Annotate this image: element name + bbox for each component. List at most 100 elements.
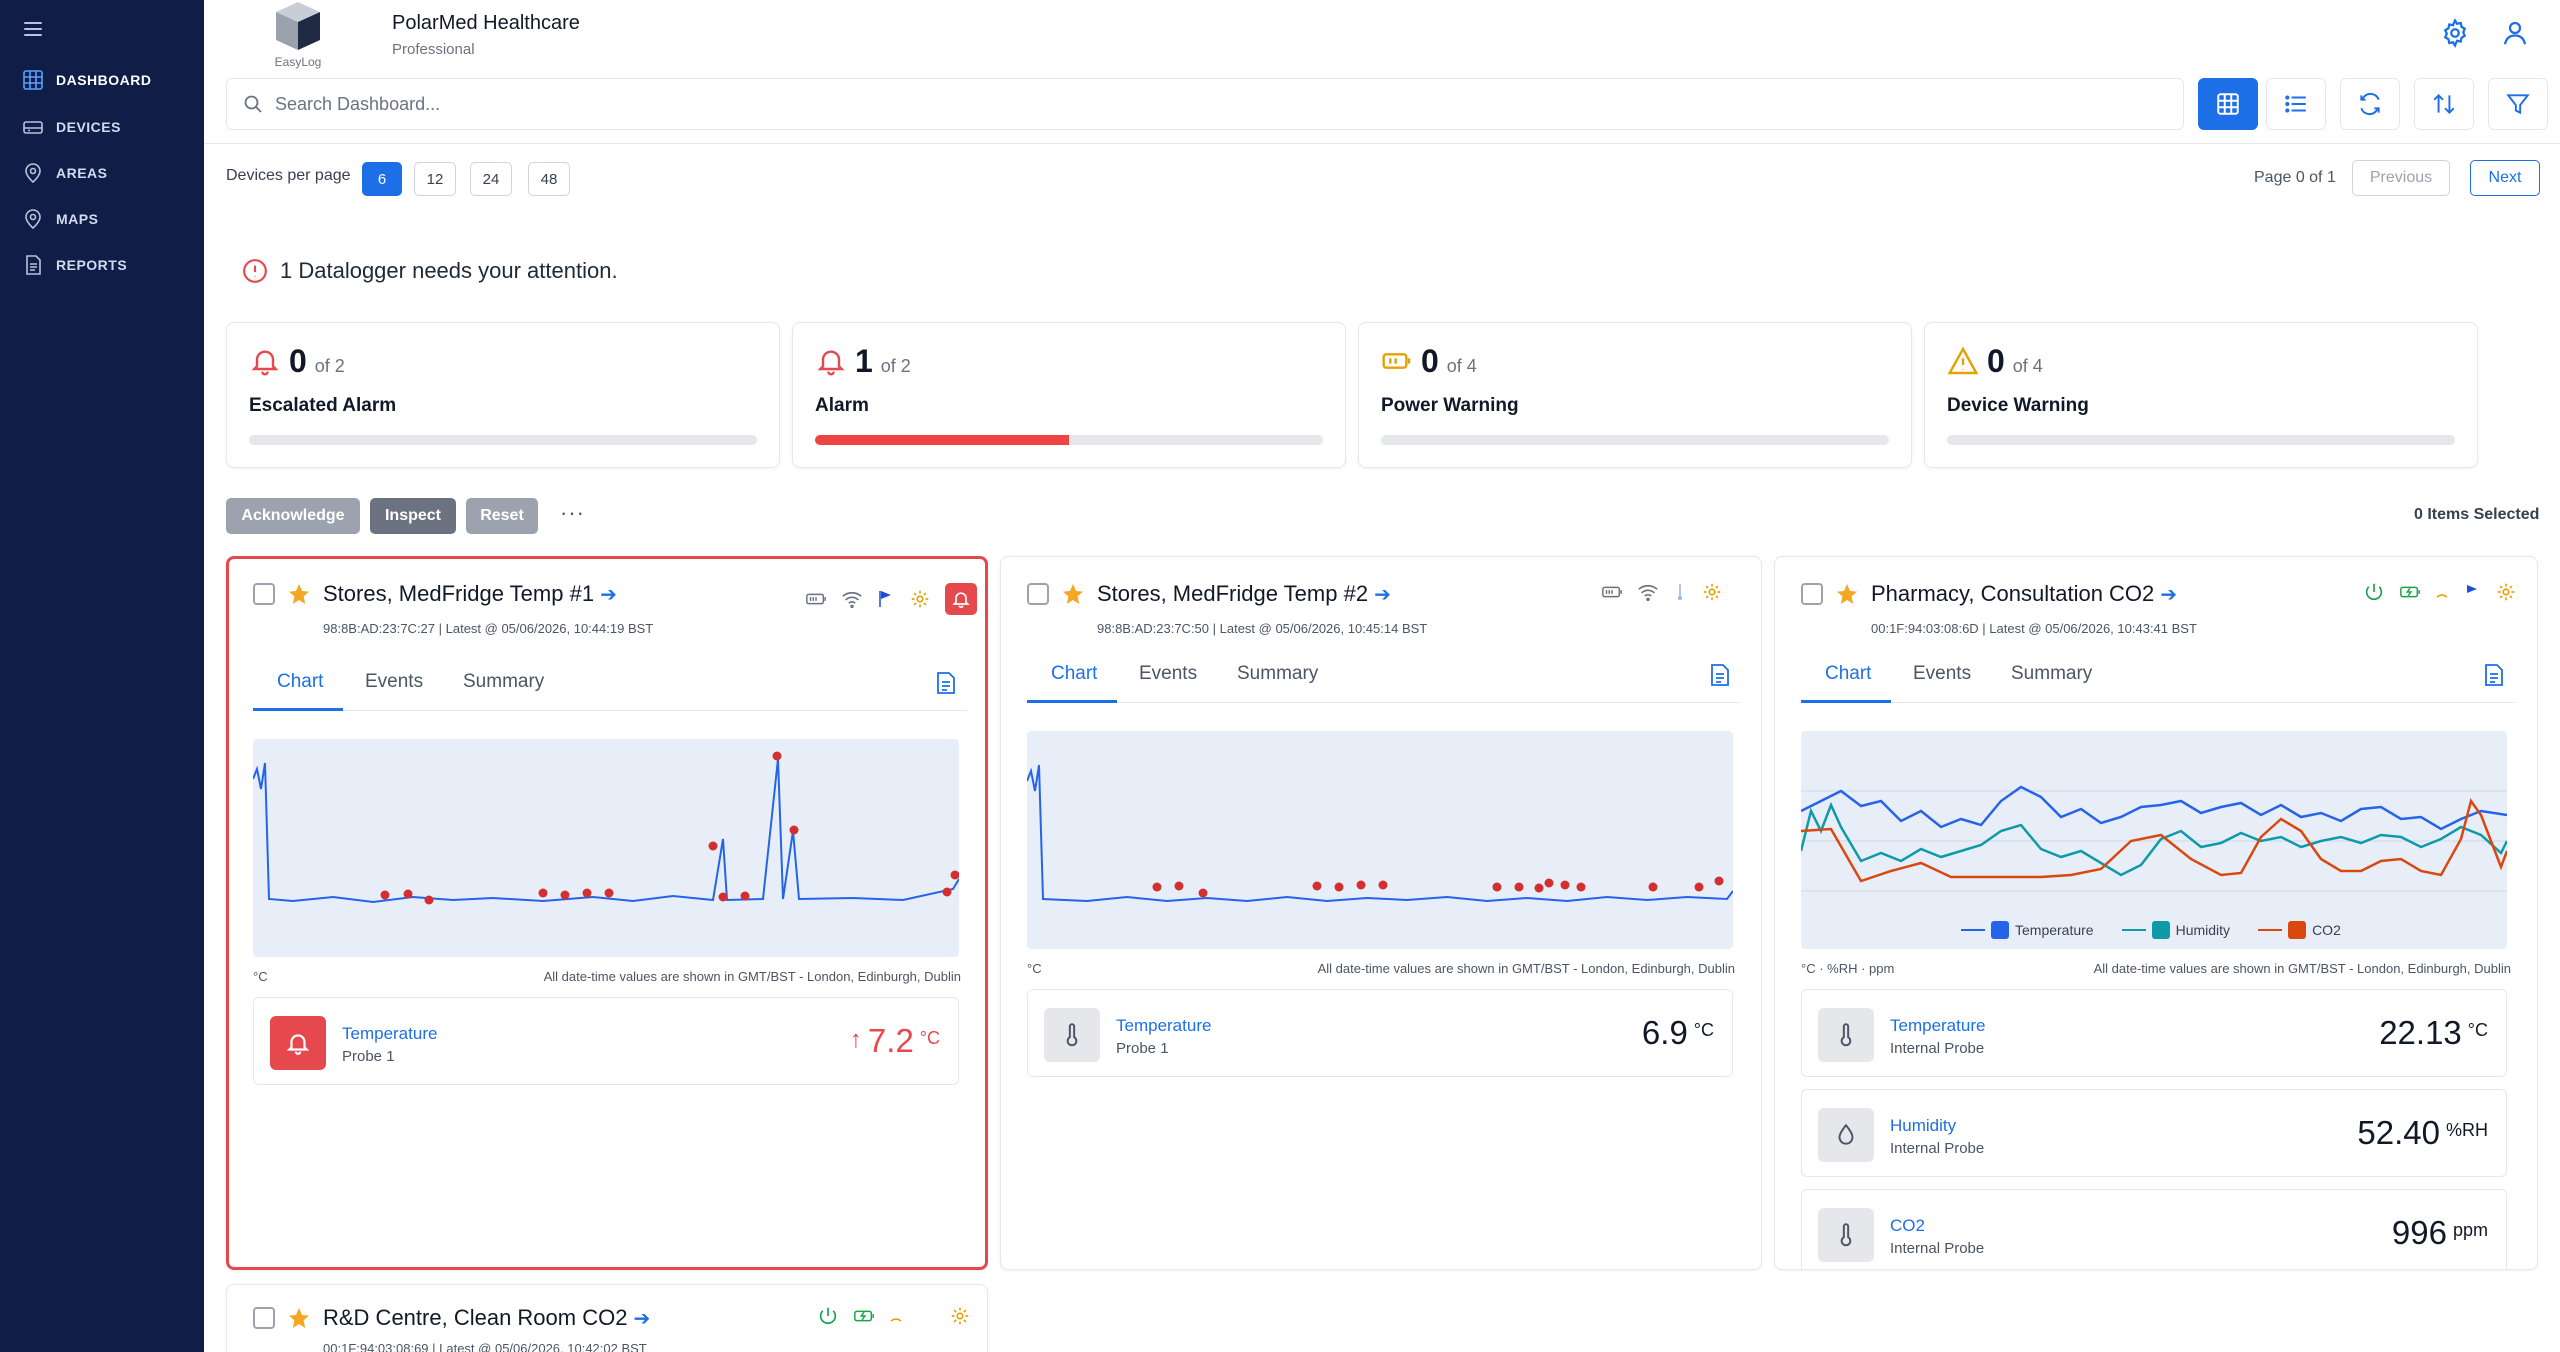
report-document-icon[interactable] [2483, 663, 2505, 687]
alarm-point [1694, 882, 1704, 892]
select-checkbox[interactable] [253, 583, 275, 605]
alarm-bell-badge[interactable] [945, 583, 977, 615]
status-icons [2363, 581, 2517, 603]
devices-per-page-label: Devices per page [226, 167, 351, 184]
reading-name[interactable]: CO2 [1890, 1216, 1925, 1235]
sidebar-item-areas[interactable]: AREAS [22, 158, 108, 188]
star-icon[interactable] [1061, 582, 1085, 606]
warning-triangle-icon [1947, 346, 1979, 375]
per-page-option-24[interactable]: 24 [470, 162, 512, 196]
reading-icon-badge [1044, 1008, 1100, 1062]
wifi-icon [842, 591, 862, 609]
stat-card-alarm[interactable]: 1 of 2 Alarm [792, 322, 1346, 468]
acknowledge-button[interactable]: Acknowledge [226, 498, 360, 534]
reading-value: ↑ 7.2 °C [850, 1022, 940, 1060]
search-input[interactable] [275, 93, 2075, 115]
legend-item-temperature[interactable]: Temperature [1961, 921, 2094, 939]
main-content: EasyLog PolarMed Healthcare Professional… [204, 0, 2560, 1352]
grid-icon [23, 70, 43, 90]
select-checkbox[interactable] [253, 1307, 275, 1329]
star-icon[interactable] [287, 1306, 311, 1330]
reading-row[interactable]: Temperature Probe 1 6.9 °C [1027, 989, 1733, 1077]
alarm-point [1534, 883, 1544, 893]
list-view-button[interactable] [2266, 78, 2326, 130]
more-actions-button[interactable]: ··· [560, 500, 585, 525]
page-info: Page 0 of 1 [2254, 169, 2336, 186]
hamburger-menu-icon[interactable] [24, 22, 42, 36]
sidebar-item-devices[interactable]: DEVICES [22, 112, 121, 142]
tab-chart[interactable]: Chart [1825, 663, 1872, 684]
thermometer-icon [1840, 1223, 1852, 1247]
alarm-point [560, 890, 570, 900]
per-page-option-12[interactable]: 12 [414, 162, 456, 196]
alarm-point [604, 888, 614, 898]
reading-row[interactable]: Temperature Internal Probe 22.13 °C [1801, 989, 2507, 1077]
legend-item-humidity[interactable]: Humidity [2121, 921, 2230, 939]
reading-row[interactable]: Temperature Probe 1 ↑ 7.2 °C [253, 997, 959, 1085]
refresh-button[interactable] [2340, 78, 2400, 130]
previous-page-button[interactable]: Previous [2352, 160, 2450, 196]
tab-chart[interactable]: Chart [277, 671, 324, 692]
timezone-note: All date-time values are shown in GMT/BS… [543, 969, 961, 984]
inspect-button[interactable]: Inspect [370, 498, 456, 534]
sidebar-item-reports[interactable]: REPORTS [22, 250, 127, 280]
select-checkbox[interactable] [1801, 583, 1823, 605]
grid-view-icon [2217, 93, 2239, 115]
settings-gear-icon[interactable] [2440, 18, 2470, 48]
tab-chart[interactable]: Chart [1051, 663, 1098, 684]
per-page-option-6[interactable]: 6 [362, 162, 402, 196]
reading-name[interactable]: Temperature [1116, 1016, 1212, 1035]
device-title[interactable]: Pharmacy, Consultation CO2 ➔ [1871, 581, 2177, 607]
tab-events[interactable]: Events [1139, 663, 1198, 684]
chart-unit: °C · %RH · ppm [1801, 961, 1895, 976]
device-title[interactable]: Stores, MedFridge Temp #1 ➔ [323, 581, 617, 607]
tab-summary[interactable]: Summary [463, 671, 545, 692]
reading-name[interactable]: Temperature [342, 1024, 438, 1043]
sidebar-item-dashboard[interactable]: DASHBOARD [22, 65, 152, 95]
reading-name[interactable]: Temperature [1890, 1016, 1986, 1035]
alarm-point [1198, 888, 1208, 898]
tab-events[interactable]: Events [365, 671, 424, 692]
sidebar-item-label: DEVICES [56, 119, 121, 135]
tab-summary[interactable]: Summary [1237, 663, 1319, 684]
sort-button[interactable] [2414, 78, 2474, 130]
tab-events[interactable]: Events [1913, 663, 1972, 684]
device-title[interactable]: Stores, MedFridge Temp #2 ➔ [1097, 581, 1391, 607]
arrow-up-icon: ↑ [849, 1026, 862, 1053]
reading-unit: °C [919, 1028, 940, 1048]
select-checkbox[interactable] [1027, 583, 1049, 605]
reading-name[interactable]: Humidity [1890, 1116, 1957, 1135]
user-profile-icon[interactable] [2500, 18, 2530, 48]
temperature-chart[interactable] [253, 739, 959, 957]
device-card[interactable]: Stores, MedFridge Temp #1 ➔ 98:8B:AD:23:7… [226, 556, 988, 1270]
report-document-icon[interactable] [1709, 663, 1731, 687]
active-tab-indicator [1027, 700, 1117, 703]
device-card[interactable]: Stores, MedFridge Temp #2 ➔ 98:8B:AD:23:7… [1000, 556, 1762, 1270]
stat-card-device-warning[interactable]: 0 of 4 Device Warning [1924, 322, 2478, 468]
stat-card-power-warning[interactable]: 0 of 4 Power Warning [1358, 322, 1912, 468]
alarm-points [380, 751, 959, 905]
device-card[interactable]: Pharmacy, Consultation CO2 ➔ 00:1F:94:03:… [1774, 556, 2538, 1270]
reading-unit: ppm [2452, 1220, 2488, 1240]
star-icon[interactable] [287, 582, 311, 606]
multi-series-chart[interactable]: Temperature Humidity CO2 [1801, 731, 2507, 949]
per-page-option-48[interactable]: 48 [528, 162, 570, 196]
stat-card-escalated-alarm[interactable]: 0 of 2 Escalated Alarm [226, 322, 780, 468]
reading-row[interactable]: Humidity Internal Probe 52.40 %RH [1801, 1089, 2507, 1177]
next-page-button[interactable]: Next [2470, 160, 2540, 196]
sidebar-item-maps[interactable]: MAPS [22, 204, 98, 234]
filter-button[interactable] [2488, 78, 2548, 130]
device-card[interactable]: R&D Centre, Clean Room CO2 ➔ 00:1F:94:03:… [226, 1284, 988, 1352]
legend-item-co2[interactable]: CO2 [2258, 921, 2341, 939]
tab-summary[interactable]: Summary [2011, 663, 2093, 684]
alarm-point [1648, 882, 1658, 892]
reading-row[interactable]: CO2 Internal Probe 996 ppm [1801, 1189, 2507, 1269]
star-icon[interactable] [1835, 582, 1859, 606]
grid-view-button[interactable] [2198, 78, 2258, 130]
device-title[interactable]: R&D Centre, Clean Room CO2 ➔ [323, 1305, 650, 1331]
temperature-chart[interactable] [1027, 731, 1733, 949]
alarm-point [1378, 880, 1388, 890]
sidebar-item-label: AREAS [56, 165, 108, 181]
reset-button[interactable]: Reset [466, 498, 538, 534]
report-document-icon[interactable] [935, 671, 957, 695]
